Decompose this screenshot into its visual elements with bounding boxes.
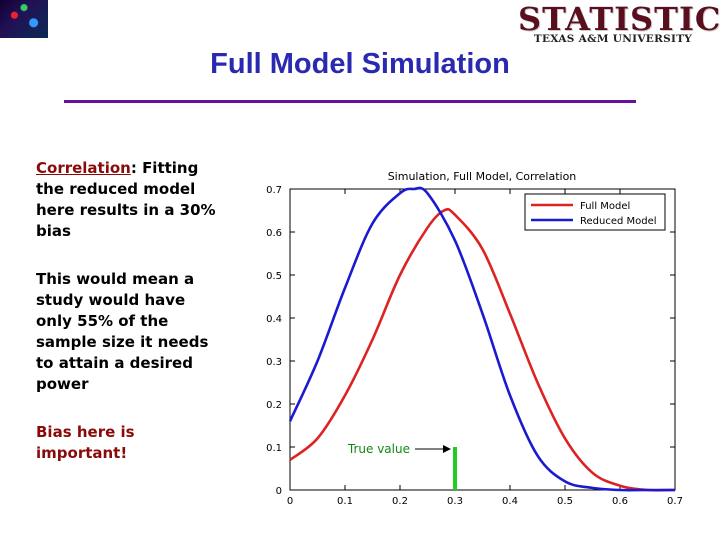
paragraph-sample-size: This would mean a study would have only … xyxy=(36,270,209,393)
legend-label: Reduced Model xyxy=(580,216,657,227)
x-tick-label: 0.3 xyxy=(447,496,463,507)
y-tick-label: 0.5 xyxy=(266,271,282,282)
paragraph-correlation: Correlation: Fitting the reduced model h… xyxy=(36,158,226,242)
corner-decorative-image xyxy=(0,0,48,38)
arrowhead-icon xyxy=(443,445,451,453)
simulation-chart: Simulation, Full Model, Correlation 0 0.1… xyxy=(266,170,683,507)
x-tick-label: 0.4 xyxy=(502,496,518,507)
y-tick-label: 0.3 xyxy=(266,357,282,368)
x-tick-label: 0 xyxy=(287,496,293,507)
x-tick-label: 0.6 xyxy=(612,496,628,507)
true-value-label: True value xyxy=(347,442,410,456)
logo-sub-text: TEXAS A&M UNIVERSITY xyxy=(533,33,693,45)
correlation-text: : Fitting the reduced model here results… xyxy=(36,159,216,240)
x-tick-label: 0.5 xyxy=(557,496,573,507)
logo-main-text: STATISTICS xyxy=(518,0,720,38)
y-tick-label: 0.4 xyxy=(266,314,282,325)
legend-box xyxy=(524,193,666,231)
paragraph-bias-important: Bias here is important! xyxy=(36,423,135,462)
series-line-reduced-model xyxy=(288,186,675,492)
y-tick-label: 0.1 xyxy=(266,443,282,454)
legend-label: Full Model xyxy=(580,201,630,212)
plot-area xyxy=(289,188,676,491)
x-tick-label: 0.1 xyxy=(337,496,353,507)
y-tick-label: 0.6 xyxy=(266,228,282,239)
y-tick-label: 0.2 xyxy=(266,400,282,411)
slide-title: Full Model Simulation xyxy=(210,48,510,80)
chart-title: Simulation, Full Model, Correlation xyxy=(388,170,577,183)
x-tick-label: 0.7 xyxy=(667,496,683,507)
y-tick-label: 0.7 xyxy=(266,185,282,196)
y-tick-label: 0 xyxy=(276,486,282,497)
university-logo: STATISTICS TEXAS A&M UNIVERSITY xyxy=(518,0,720,46)
explanation-text: Correlation: Fitting the reduced model h… xyxy=(36,158,226,491)
correlation-term: Correlation xyxy=(36,159,131,177)
title-divider xyxy=(64,100,636,103)
series-line-full-model xyxy=(289,207,676,492)
x-tick-label: 0.2 xyxy=(392,496,408,507)
